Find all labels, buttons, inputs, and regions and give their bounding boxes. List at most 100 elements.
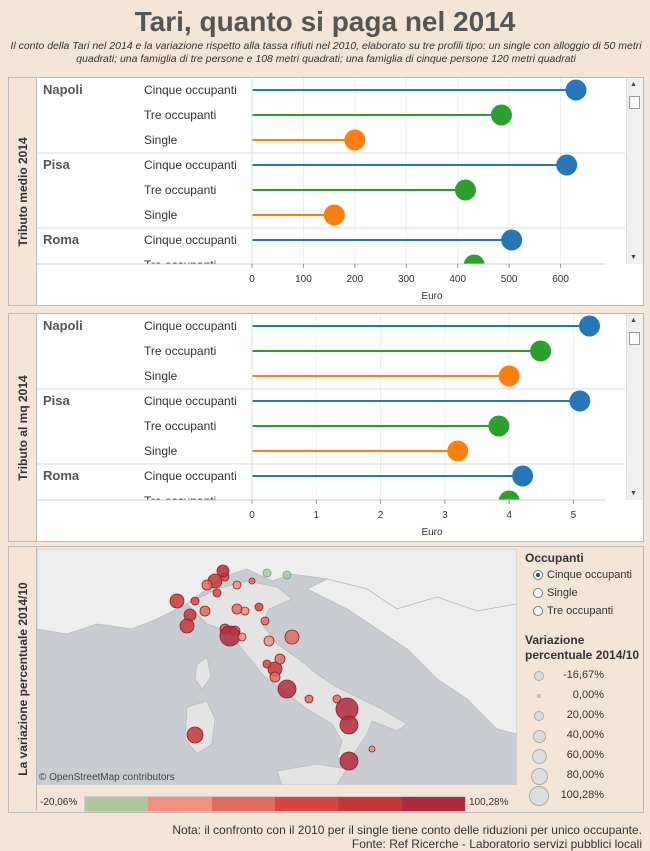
profile-label: Tre occupanti — [144, 258, 216, 272]
lollipop-dot[interactable] — [530, 340, 552, 362]
profile-label: Tre occupanti — [144, 108, 216, 122]
chart-panel-tributo-medio: Tributo medio 2014 Napoli Cinque occupant… — [8, 77, 644, 306]
tick-label: 0 — [249, 274, 255, 285]
color-range-min: -20,06% — [40, 797, 78, 808]
lollipop-dot[interactable] — [463, 254, 485, 276]
radio-tre-occupanti[interactable]: Tre occupanti — [533, 605, 613, 617]
lollipop-chart-tributo-mq: Napoli Cinque occupanti Tre occupanti Singl… — [37, 314, 625, 541]
lollipop-dot[interactable] — [490, 104, 512, 126]
chart-title-tributo-medio: Tributo medio 2014 — [16, 136, 30, 247]
size-dot-icon — [530, 767, 548, 785]
size-dot-icon — [534, 711, 544, 721]
profile-label: Single — [144, 208, 178, 222]
size-legend-label: 20,00% — [566, 709, 604, 721]
lollipop-dot[interactable] — [344, 129, 366, 151]
city-label: Napoli — [43, 318, 83, 333]
tick-label: 3 — [442, 510, 448, 521]
color-step — [401, 797, 465, 811]
lollipop-dot[interactable] — [565, 79, 587, 101]
city-label: Roma — [43, 232, 80, 247]
radio-on-icon[interactable] — [533, 570, 543, 581]
color-scale — [84, 796, 466, 812]
lollipop-dot[interactable] — [498, 365, 520, 387]
tick-label: 5 — [571, 510, 577, 521]
map-panel: La variazione percentuale 2014/10 — [8, 546, 644, 813]
tick-label: 400 — [449, 274, 466, 285]
profile-label: Single — [144, 444, 178, 458]
city-label: Pisa — [43, 157, 71, 172]
profile-label: Cinque occupanti — [144, 83, 237, 97]
tick-label: 500 — [501, 274, 518, 285]
size-dot-icon — [529, 786, 549, 806]
lollipop-dot[interactable] — [323, 204, 345, 226]
scroll-up-icon[interactable]: ▲ — [630, 317, 637, 324]
profile-label: Single — [144, 133, 178, 147]
scrollbar-tributo-medio[interactable]: ▲ ▼ — [626, 78, 643, 264]
scroll-down-icon[interactable]: ▼ — [630, 490, 637, 497]
city-label: Napoli — [43, 82, 83, 97]
color-step — [274, 797, 339, 811]
legend-variazione-title: Variazione percentuale 2014/10 — [525, 633, 640, 662]
profile-label: Cinque occupanti — [144, 319, 237, 333]
scrollbar-tributo-mq[interactable]: ▲ ▼ — [626, 314, 643, 500]
axis-label: Euro — [421, 291, 443, 302]
lollipop-dot[interactable] — [569, 390, 591, 412]
lollipop-dot[interactable] — [488, 415, 510, 437]
legend-occupanti-title: Occupanti — [525, 551, 584, 565]
lollipop-dot[interactable] — [447, 440, 469, 462]
tick-label: 200 — [347, 274, 364, 285]
page-subtitle: Il conto della Tari nel 2014 e la variaz… — [10, 40, 642, 65]
tick-label: 100 — [295, 274, 312, 285]
size-dot-icon — [531, 748, 547, 764]
size-legend-label: 60,00% — [566, 749, 604, 761]
footer-note: Nota: il confronto con il 2010 per il si… — [172, 823, 642, 837]
radio-off-icon[interactable] — [533, 588, 543, 599]
color-step — [338, 797, 402, 811]
profile-label: Cinque occupanti — [144, 158, 237, 172]
size-dot-icon — [532, 729, 546, 743]
lollipop-chart-tributo-medio: Napoli Cinque occupanti Tre occupanti Singl… — [37, 78, 625, 305]
tick-label: 300 — [398, 274, 415, 285]
tick-label: 600 — [552, 274, 569, 285]
scroll-up-icon[interactable]: ▲ — [630, 81, 637, 88]
profile-label: Tre occupanti — [144, 494, 216, 508]
italy-map[interactable]: © OpenStreetMap contributors — [37, 549, 517, 785]
chart-panel-tributo-mq: Tributo al mq 2014 Napoli Cinque occupant… — [8, 313, 644, 542]
lollipop-dot[interactable] — [512, 465, 534, 487]
city-label: Pisa — [43, 393, 71, 408]
map-title: La variazione percentuale 2014/10 — [16, 581, 30, 776]
profile-label: Tre occupanti — [144, 183, 216, 197]
scroll-thumb[interactable] — [629, 332, 640, 345]
profile-label: Tre occupanti — [144, 344, 216, 358]
tick-label: 1 — [314, 510, 320, 521]
chart-title-tributo-mq: Tributo al mq 2014 — [16, 374, 30, 481]
size-legend-label: -16,67% — [563, 669, 604, 681]
profile-label: Cinque occupanti — [144, 469, 237, 483]
lollipop-dot[interactable] — [454, 179, 476, 201]
lollipop-dot[interactable] — [501, 229, 523, 251]
city-label: Roma — [43, 468, 80, 483]
color-step — [85, 797, 149, 811]
size-legend-label: 40,00% — [566, 729, 604, 741]
page-title: Tari, quanto si paga nel 2014 — [134, 6, 516, 37]
profile-label: Single — [144, 369, 178, 383]
lollipop-dot[interactable] — [556, 154, 578, 176]
radio-single[interactable]: Single — [533, 587, 578, 599]
color-step — [211, 797, 275, 811]
color-range-max: 100,28% — [469, 797, 509, 808]
profile-label: Cinque occupanti — [144, 394, 237, 408]
color-step — [148, 797, 212, 811]
profile-label: Cinque occupanti — [144, 233, 237, 247]
scroll-thumb[interactable] — [629, 96, 640, 109]
radio-cinque-occupanti[interactable]: Cinque occupanti — [533, 569, 632, 581]
size-legend-label: 100,28% — [560, 789, 604, 801]
map-canvas — [37, 549, 517, 785]
radio-off-icon[interactable] — [533, 606, 543, 617]
lollipop-dot[interactable] — [498, 490, 520, 512]
size-dot-icon — [534, 671, 544, 681]
tick-label: 4 — [506, 510, 512, 521]
map-attribution: © OpenStreetMap contributors — [39, 772, 175, 783]
lollipop-dot[interactable] — [579, 315, 600, 337]
scroll-down-icon[interactable]: ▼ — [630, 254, 637, 261]
tick-label: 2 — [378, 510, 384, 521]
